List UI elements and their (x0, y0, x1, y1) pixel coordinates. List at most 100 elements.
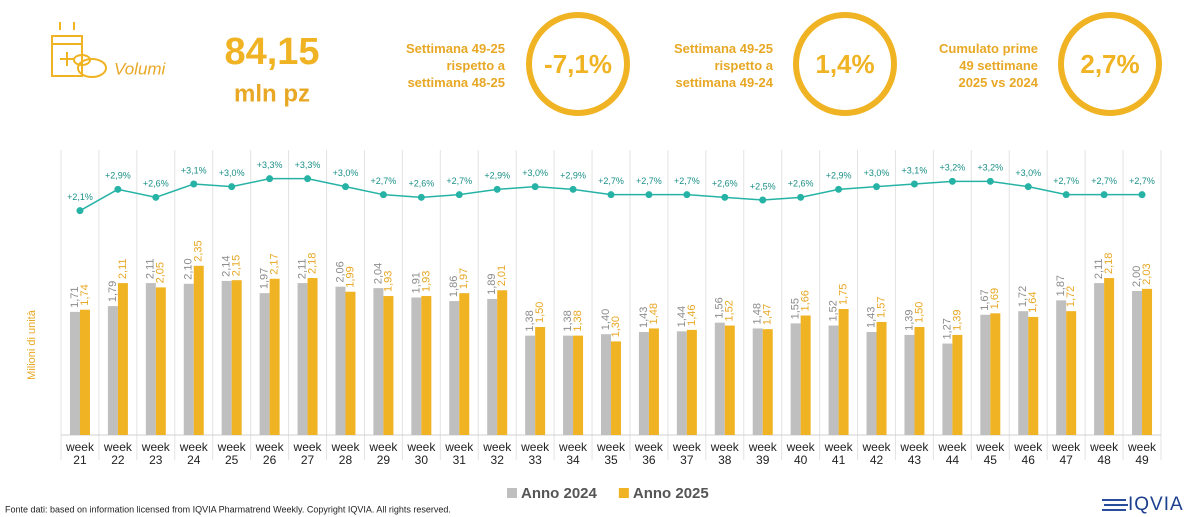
bar-value-label: 2,17 (269, 253, 281, 274)
bar-value-label: 1,87 (1055, 275, 1067, 296)
growth-point (341, 183, 349, 191)
growth-label: +2,7% (1053, 176, 1079, 186)
bar-value-label: 1,55 (790, 298, 802, 319)
bar (752, 328, 763, 435)
growth-label: +2,5% (750, 181, 776, 191)
bar-value-label: 1,93 (382, 271, 394, 292)
bar-value-label: 2,11 (145, 258, 157, 279)
bar-value-label: 1,52 (827, 300, 839, 321)
bar (183, 283, 194, 435)
growth-point (114, 185, 122, 193)
bar (373, 288, 384, 435)
bar (686, 329, 697, 435)
growth-label: +2,6% (143, 179, 169, 189)
bar (411, 297, 422, 435)
bar-value-label: 1,50 (534, 302, 546, 323)
bar-value-label: 1,38 (524, 310, 536, 331)
growth-point (645, 191, 653, 199)
x-tick-label: week 22 (103, 440, 132, 467)
bar-value-label: 1,50 (913, 302, 925, 323)
bar (1056, 300, 1067, 435)
x-tick-label: week 46 (1014, 440, 1043, 467)
x-tick-label: week 25 (217, 440, 246, 467)
bar (421, 296, 432, 435)
growth-label: +3,0% (333, 168, 359, 178)
bar-value-label: 2,00 (1131, 266, 1143, 287)
bar (714, 322, 725, 435)
bar (611, 341, 621, 435)
growth-label: +2,9% (826, 171, 852, 181)
bar (449, 301, 460, 435)
x-tick-label: week 39 (748, 440, 777, 467)
kpi-value: 1,4% (815, 49, 874, 79)
bar (1094, 283, 1105, 435)
growth-point (455, 191, 463, 199)
growth-point (1100, 191, 1108, 199)
growth-point (493, 185, 501, 193)
bar-value-label: 1,71 (69, 286, 81, 307)
x-tick-label: week 37 (672, 440, 701, 467)
bar (1066, 311, 1077, 435)
bar (297, 283, 308, 435)
x-tick-label: week 29 (369, 440, 398, 467)
bar (1018, 311, 1029, 435)
kpi-label: 2025 vs 2024 (958, 75, 1038, 90)
bar-value-label: 1,66 (800, 290, 812, 311)
bar-value-label: 1,97 (458, 268, 470, 289)
bar (459, 293, 470, 435)
growth-label: +2,9% (105, 171, 131, 181)
legend-swatch (507, 488, 517, 498)
bar (866, 332, 877, 435)
legend-label: Anno 2025 (633, 485, 709, 502)
bar-value-label: 2,04 (372, 263, 384, 284)
bar-value-label: 2,18 (1103, 253, 1115, 274)
x-tick-label: week 35 (596, 440, 625, 467)
growth-point (797, 193, 805, 201)
bar (231, 280, 242, 435)
bar-value-label: 2,01 (496, 265, 508, 286)
bar (259, 293, 270, 435)
bar-value-label: 1,52 (724, 300, 736, 321)
growth-point (152, 193, 160, 201)
bar-value-label: 1,47 (762, 304, 774, 325)
x-tick-label: week 30 (407, 440, 436, 467)
kpi-circle (1058, 12, 1162, 116)
growth-label: +2,7% (371, 176, 397, 186)
bar (676, 331, 687, 435)
bar-value-label: 1,91 (410, 272, 422, 293)
x-tick-label: week 23 (141, 440, 170, 467)
bar-value-label: 1,72 (1065, 286, 1077, 307)
growth-point (1138, 191, 1146, 199)
x-tick-label: week 44 (938, 440, 967, 467)
bar (838, 309, 849, 435)
kpi-circle (526, 12, 630, 116)
growth-label: +3,0% (864, 168, 890, 178)
growth-label: +2,7% (1129, 176, 1155, 186)
growth-label: +2,7% (598, 176, 624, 186)
bar-value-label: 1,30 (610, 316, 622, 337)
bar-value-label: 1,74 (79, 284, 91, 305)
bar (155, 287, 166, 435)
x-tick-label: week 24 (179, 440, 208, 467)
bar (269, 278, 280, 435)
growth-label: +3,2% (977, 163, 1003, 173)
growth-label: +3,1% (181, 165, 207, 175)
bar-value-label: 1,57 (875, 297, 887, 318)
bar-value-label: 2,06 (334, 261, 346, 282)
growth-point (190, 180, 198, 188)
x-tick-label: week 49 (1128, 440, 1157, 467)
bar-value-label: 1,89 (486, 273, 498, 294)
bar-value-label: 1,93 (420, 271, 432, 292)
bar-value-label: 1,99 (344, 266, 356, 287)
bar-value-label: 2,10 (183, 258, 195, 279)
volumi-icon (51, 22, 107, 78)
bar-value-label: 1,39 (951, 309, 963, 330)
bar (800, 315, 811, 435)
x-tick-label: week 32 (483, 440, 512, 467)
bar (497, 290, 508, 435)
bar (1028, 316, 1039, 435)
x-tick-label: week 43 (900, 440, 929, 467)
bar-value-label: 1,86 (448, 276, 460, 297)
growth-point (683, 191, 691, 199)
bar-value-label: 1,27 (941, 318, 953, 339)
